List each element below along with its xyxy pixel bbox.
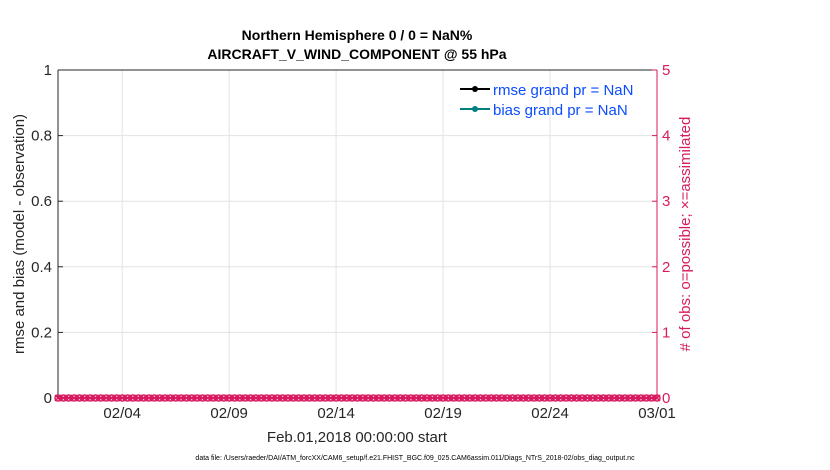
y-tick-label-right: 0 bbox=[662, 390, 670, 407]
y-axis-label-right: # of obs: o=possible; ×=assimilated bbox=[677, 117, 694, 352]
y-tick-label-left: 0.6 bbox=[31, 193, 52, 210]
y-axis-label-left: rmse and bias (model - observation) bbox=[11, 114, 28, 354]
x-tick-label: 02/14 bbox=[317, 405, 355, 422]
x-tick-label: 02/24 bbox=[531, 405, 569, 422]
y-tick-label-left: 0.4 bbox=[31, 259, 52, 276]
x-tick-label: 02/09 bbox=[210, 405, 248, 422]
y-tick-label-left: 0 bbox=[44, 390, 52, 407]
x-axis-label: Feb.01,2018 00:00:00 start bbox=[267, 429, 448, 446]
obs-markers bbox=[54, 394, 661, 402]
y-tick-label-right: 2 bbox=[662, 259, 670, 276]
x-tick-label: 02/04 bbox=[103, 405, 141, 422]
data-file-footer: data file: /Users/raeder/DAI/ATM_forcXX/… bbox=[195, 455, 635, 462]
plot-area bbox=[58, 70, 657, 398]
chart-title-line2: AIRCRAFT_V_WIND_COMPONENT @ 55 hPa bbox=[207, 46, 506, 62]
y-tick-label-left: 0.8 bbox=[31, 128, 52, 145]
legend-label-bias: bias grand pr = NaN bbox=[493, 102, 628, 119]
legend: rmse grand pr = NaN bias grand pr = NaN bbox=[460, 82, 633, 119]
chart-title-line1: Northern Hemisphere 0 / 0 = NaN% bbox=[242, 27, 473, 43]
y-tick-label-right: 3 bbox=[662, 193, 670, 210]
legend-marker-bias bbox=[472, 106, 478, 112]
y-tick-label-right: 5 bbox=[662, 62, 670, 79]
y-tick-label-left: 0.2 bbox=[31, 324, 52, 341]
grid bbox=[58, 69, 658, 399]
x-tick-label: 03/01 bbox=[638, 405, 676, 422]
legend-marker-rmse bbox=[472, 86, 478, 92]
ticks: 02/04 02/09 02/14 02/19 02/24 03/0100.20.40.6… bbox=[31, 62, 676, 422]
y-tick-label-left: 1 bbox=[44, 62, 52, 79]
x-tick-label: 02/19 bbox=[424, 405, 462, 422]
legend-label-rmse: rmse grand pr = NaN bbox=[493, 82, 633, 99]
y-tick-label-right: 1 bbox=[662, 324, 670, 341]
y-tick-label-right: 4 bbox=[662, 128, 670, 145]
